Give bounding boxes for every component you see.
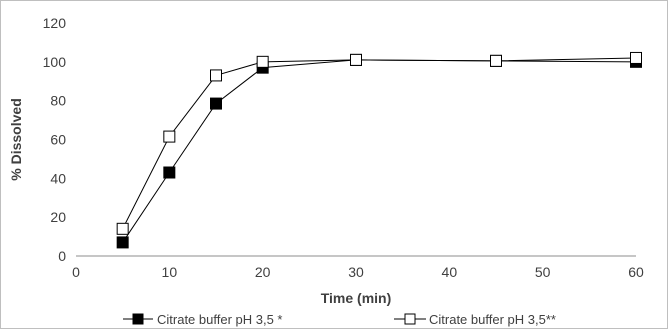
y-tick-label: 60 — [50, 132, 66, 148]
y-axis-label: % Dissolved — [8, 98, 24, 180]
x-tick-label: 60 — [628, 264, 644, 280]
series-2-point — [210, 69, 222, 82]
dissolution-chart: 0 20 40 60 80 100 120 0 10 20 30 40 50 60 % Dissolve… — [8, 15, 644, 327]
x-tick-label: 30 — [348, 264, 364, 280]
legend: Citrate buffer pH 3,5 * Citrate buffer p… — [123, 312, 556, 327]
legend-item-series-2: Citrate buffer pH 3,5** — [394, 312, 556, 327]
x-tick-label: 10 — [162, 264, 178, 280]
x-tick-label: 0 — [72, 264, 80, 280]
series-2-point — [163, 130, 176, 143]
y-tick-label: 100 — [43, 54, 67, 70]
x-tick-label: 20 — [255, 264, 271, 280]
series-2-point — [256, 55, 269, 68]
x-tick-label: 50 — [535, 264, 551, 280]
x-axis-ticks: 0 10 20 30 40 50 60 — [72, 264, 644, 280]
series-2-point — [630, 51, 642, 64]
legend-label-series-2: Citrate buffer pH 3,5** — [429, 312, 556, 327]
series-2-point — [490, 54, 502, 67]
series-1-point — [163, 166, 176, 179]
legend-item-series-1: Citrate buffer pH 3,5 * — [123, 312, 283, 327]
y-axis-ticks: 0 20 40 60 80 100 120 — [43, 15, 67, 264]
y-tick-label: 120 — [43, 15, 67, 31]
series-2-point — [350, 53, 362, 66]
y-tick-label: 40 — [50, 170, 66, 186]
y-tick-label: 0 — [58, 248, 66, 264]
y-tick-label: 80 — [50, 93, 66, 109]
series-2-point — [116, 222, 129, 235]
y-tick-label: 20 — [50, 209, 66, 225]
legend-marker-filled-square-icon — [132, 313, 144, 325]
series-1-point — [210, 97, 222, 110]
plot-area — [116, 51, 642, 249]
legend-marker-open-square-icon — [404, 313, 416, 325]
x-axis-label: Time (min) — [321, 290, 392, 306]
x-tick-label: 40 — [442, 264, 458, 280]
series-1-line — [122, 59, 637, 243]
legend-label-series-1: Citrate buffer pH 3,5 * — [157, 312, 283, 327]
series-1-point — [116, 236, 129, 249]
series-2-line — [122, 57, 637, 230]
